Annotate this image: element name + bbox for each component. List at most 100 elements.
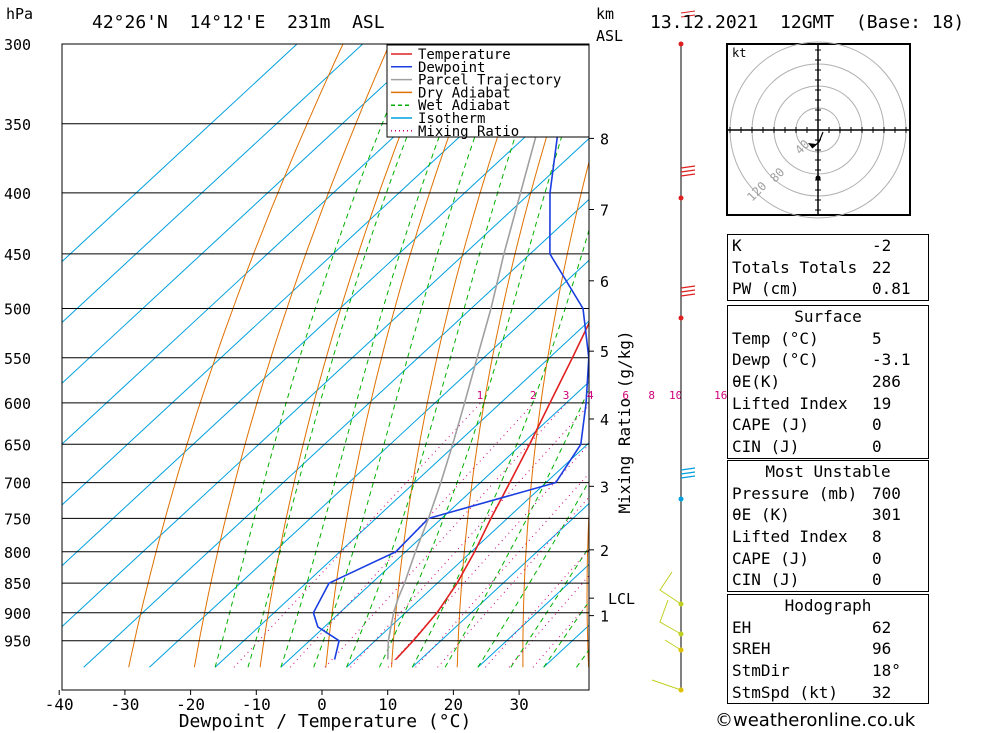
- row-value: 32: [872, 682, 892, 702]
- isotherm-line: [411, 502, 589, 668]
- hpa-unit-label: hPa: [6, 5, 34, 23]
- mixing-ratio-label: 4: [587, 389, 594, 402]
- row-value: 96: [872, 639, 892, 659]
- lcl-label: LCL: [608, 590, 635, 608]
- isotherm-line: [214, 320, 589, 668]
- row-value: -3.1: [872, 350, 911, 370]
- table-row: Lifted Index 8: [728, 526, 928, 548]
- km-tick-label: 6: [600, 273, 609, 291]
- plot-frame: [61, 43, 590, 691]
- row-label: CIN (J): [732, 570, 800, 590]
- dry-adiabat-line: [986, 8, 1000, 667]
- wet-adiabat-line: [411, 228, 589, 668]
- pressure-tick-label: 400: [4, 185, 31, 203]
- pressure-tick-label: 550: [4, 350, 31, 368]
- dry-adiabat-line: [933, 8, 983, 667]
- pressure-tick-label: 750: [4, 510, 31, 528]
- table-row: CIN (J) 0: [728, 436, 928, 458]
- skewt-series: [312, 44, 589, 661]
- isotherm-line: [346, 442, 589, 668]
- pressure-tick-label: 650: [4, 436, 31, 454]
- table-row: CAPE (J) 0: [728, 548, 928, 570]
- wind-barb: [680, 169, 696, 173]
- row-label: CIN (J): [732, 437, 800, 457]
- mixing-ratio-label: 10: [669, 389, 682, 402]
- table-row: StmDir 18°: [728, 660, 928, 682]
- row-value: 0: [872, 415, 882, 435]
- storm-motion-dot: [815, 175, 821, 181]
- table-row: θE(K) 286: [728, 371, 928, 393]
- wind-barb: [680, 165, 696, 169]
- wind-barb: [680, 471, 696, 475]
- legend-label: Wet Adiabat: [418, 98, 511, 114]
- surface-title: Surface: [794, 307, 862, 326]
- wet-adiabat-line: [378, 49, 589, 668]
- row-label: Lifted Index: [732, 393, 848, 413]
- km-tick-label: 4: [600, 411, 609, 429]
- pressure-tick-label: 800: [4, 544, 31, 562]
- row-label: CAPE (J): [732, 548, 810, 568]
- row-value: 19: [872, 393, 892, 413]
- row-label: PW (cm): [732, 279, 800, 299]
- table-row: K -2: [728, 235, 928, 257]
- legend-box: [386, 44, 590, 138]
- dry-adiabat-line: [586, 502, 589, 668]
- hodograph-table: Hodograph EH 62 SREH 96 StmDir 18° StmSpd (kt) 3…: [727, 594, 929, 705]
- wind-level-dot: [678, 41, 684, 47]
- hodograph-arrow: [808, 143, 816, 148]
- x-tick-label: -20: [176, 695, 205, 714]
- row-label: StmDir: [732, 661, 790, 681]
- wind-barb: [680, 173, 696, 177]
- row-label: θE(K): [732, 372, 781, 392]
- mixing-ratio-label: 8: [648, 389, 655, 402]
- table-row: Pressure (mb) 700: [728, 483, 928, 505]
- legend-label: Temperature: [418, 47, 511, 63]
- temperature-line: [395, 321, 589, 661]
- low-level-wind-barbs: [651, 571, 682, 691]
- row-value: 0: [872, 548, 882, 568]
- wet-adiabat-line: [477, 480, 589, 668]
- row-value: 22: [872, 257, 892, 277]
- row-label: SREH: [732, 639, 771, 659]
- mixing-ratio-label: 16: [714, 389, 727, 402]
- wind-profile: [651, 10, 696, 693]
- km-unit-label: km: [596, 5, 615, 23]
- skewt-axes: 1234681016202530035040045050055060065070…: [4, 36, 772, 732]
- most-unstable-table: Most Unstable Pressure (mb) 700 θE (K) 301 Li…: [727, 460, 929, 593]
- wet-adiabat-line: [214, 44, 416, 668]
- row-label: Temp (°C): [732, 328, 819, 348]
- location-title: 42°26'N 14°12'E 231m ASL: [92, 12, 385, 33]
- legend-label: Mixing Ratio: [418, 124, 519, 140]
- legend-label: Isotherm: [418, 111, 485, 127]
- x-tick-label: -10: [242, 695, 271, 714]
- pressure-tick-label: 700: [4, 475, 31, 493]
- wet-adiabat-line: [444, 387, 589, 668]
- table-row: PW (cm) 0.81: [728, 278, 928, 300]
- wind-barb: [680, 467, 696, 471]
- pressure-tick-label: 450: [4, 246, 31, 264]
- pressure-tick-label: 950: [4, 633, 31, 651]
- table-row: Lifted Index 19: [728, 393, 928, 415]
- row-value: 0: [872, 437, 882, 457]
- row-value: 700: [872, 483, 901, 503]
- km-tick-label: 5: [600, 343, 609, 361]
- row-label: Pressure (mb): [732, 483, 858, 503]
- x-tick-label: 30: [509, 695, 528, 714]
- table-row: CAPE (J) 0: [728, 414, 928, 436]
- km-tick-label: 1: [600, 608, 609, 626]
- pressure-tick-label: 600: [4, 395, 31, 413]
- row-label: Lifted Index: [732, 527, 848, 547]
- wind-barb: [680, 293, 696, 297]
- hodograph-trace: [811, 131, 824, 149]
- table-row: Dewp (°C) -3.1: [728, 349, 928, 371]
- row-value: 0: [872, 570, 882, 590]
- row-label: Totals Totals: [732, 257, 858, 277]
- row-label: Dewp (°C): [732, 350, 819, 370]
- km-tick-label: 7: [600, 201, 609, 219]
- table-row: CIN (J) 0: [728, 569, 928, 591]
- hodograph-table-title: Hodograph: [784, 596, 872, 615]
- mixing-ratio-label: 2: [530, 389, 537, 402]
- pressure-tick-label: 300: [4, 36, 31, 54]
- wind-level-dot: [678, 195, 684, 201]
